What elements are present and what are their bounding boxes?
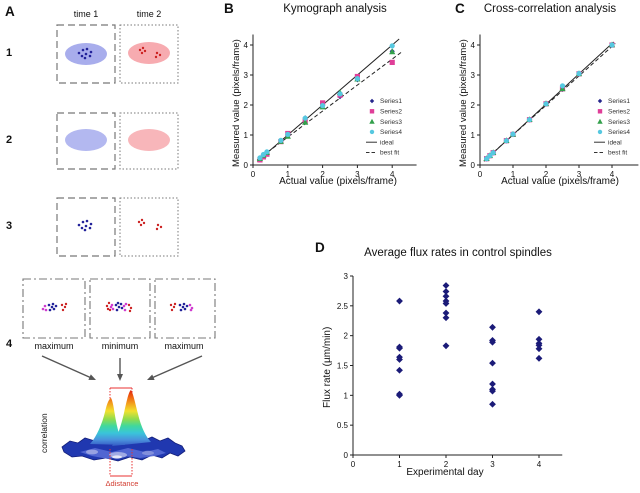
- svg-text:Series3: Series3: [380, 119, 402, 126]
- svg-text:4: 4: [244, 41, 249, 50]
- panel-b-title: Kymograph analysis: [283, 3, 387, 15]
- panel-d-label: D: [315, 240, 325, 255]
- svg-text:3: 3: [471, 71, 476, 80]
- svg-text:0: 0: [478, 170, 483, 179]
- svg-text:3: 3: [490, 460, 495, 469]
- delta-distance-label: Δdistance: [105, 479, 139, 488]
- svg-text:Series3: Series3: [608, 119, 630, 126]
- svg-text:1: 1: [286, 170, 291, 179]
- svg-text:0: 0: [351, 460, 356, 469]
- row4-caption-maximum-right: maximum: [164, 341, 204, 351]
- svg-text:0: 0: [251, 170, 256, 179]
- svg-text:Series4: Series4: [608, 129, 630, 136]
- panel-d-yaxis-label: Flux rate (µm/min): [322, 326, 333, 408]
- row4-caption-minimum: minimum: [101, 341, 139, 351]
- panel-d-title: Average flux rates in control spindles: [364, 247, 552, 259]
- svg-text:0.5: 0.5: [337, 421, 349, 430]
- svg-text:4: 4: [610, 170, 615, 179]
- svg-text:Series2: Series2: [608, 109, 630, 116]
- svg-text:best fit: best fit: [608, 150, 627, 157]
- svg-text:2: 2: [320, 170, 325, 179]
- panel-c-title: Cross-correlation analysis: [483, 3, 617, 15]
- svg-text:Series4: Series4: [380, 129, 402, 136]
- svg-text:3: 3: [344, 272, 349, 281]
- row4-caption-maximum-left: maximum: [34, 341, 74, 351]
- svg-text:Series1: Series1: [608, 98, 630, 105]
- svg-text:3: 3: [244, 71, 249, 80]
- panel-b-label: B: [224, 1, 234, 16]
- svg-text:0: 0: [471, 161, 476, 170]
- row3-number: 3: [6, 220, 13, 232]
- svg-text:2: 2: [544, 170, 549, 179]
- svg-text:best fit: best fit: [380, 150, 399, 157]
- svg-text:2: 2: [244, 101, 249, 110]
- time2-label: time 2: [136, 9, 162, 19]
- svg-text:2: 2: [471, 101, 476, 110]
- svg-text:2: 2: [344, 332, 349, 341]
- svg-text:0: 0: [244, 161, 249, 170]
- row1-number: 1: [6, 47, 13, 59]
- row4-number: 4: [6, 338, 13, 350]
- svg-text:2: 2: [444, 460, 449, 469]
- svg-text:1: 1: [244, 131, 249, 140]
- panel-c-label: C: [455, 1, 465, 16]
- time1-label: time 1: [73, 9, 99, 19]
- svg-text:4: 4: [390, 170, 395, 179]
- svg-text:3: 3: [577, 170, 582, 179]
- svg-text:4: 4: [471, 41, 476, 50]
- svg-text:1.5: 1.5: [337, 361, 349, 370]
- panel-b-yaxis-label: Measured value (pixels/frame): [231, 39, 242, 167]
- panel-d-xaxis-label: Experimental day: [406, 467, 484, 478]
- svg-text:0: 0: [344, 451, 349, 460]
- svg-text:2.5: 2.5: [337, 302, 349, 311]
- correlation-axis-label: correlation: [39, 413, 49, 453]
- svg-text:1: 1: [511, 170, 516, 179]
- svg-text:4: 4: [537, 460, 542, 469]
- svg-text:1: 1: [397, 460, 402, 469]
- svg-text:1: 1: [344, 391, 349, 400]
- svg-text:Series1: Series1: [380, 98, 402, 105]
- panel-b-xaxis-label: Actual value (pixels/frame): [279, 176, 397, 187]
- svg-text:Series2: Series2: [380, 109, 402, 116]
- panel-c-xaxis-label: Actual value (pixels/frame): [501, 176, 619, 187]
- svg-text:ideal: ideal: [608, 139, 622, 146]
- svg-text:1: 1: [471, 131, 476, 140]
- panel-a-label: A: [5, 4, 15, 19]
- svg-text:ideal: ideal: [380, 139, 394, 146]
- row2-number: 2: [6, 134, 13, 146]
- svg-text:3: 3: [355, 170, 360, 179]
- panel-c-yaxis-label: Measured value (pixels/frame): [458, 39, 469, 167]
